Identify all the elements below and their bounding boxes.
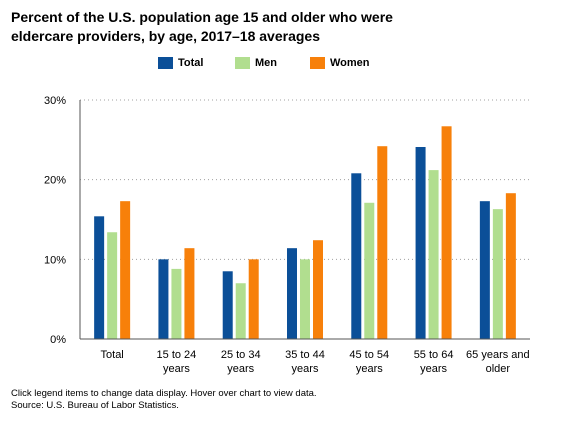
legend-swatch-total bbox=[158, 57, 173, 69]
bar[interactable]: Men: 16.3% bbox=[492, 209, 503, 339]
bar[interactable]: Women: 17.3% bbox=[120, 201, 131, 339]
bar[interactable]: Women: 10% bbox=[248, 259, 259, 339]
bar[interactable]: Men: 10% bbox=[300, 259, 310, 339]
bar[interactable]: Men: 8.8% bbox=[171, 268, 182, 339]
bar[interactable]: Women: 11.4% bbox=[184, 248, 195, 339]
bar[interactable]: Men: 13.4% bbox=[107, 232, 118, 339]
x-axis-labels: Total 15 to 24 years 25 to 34 years 35 to 44 y… bbox=[101, 349, 530, 375]
x-tick-label: 55 to 64 years bbox=[414, 349, 454, 375]
footnote-instructions: Click legend items to change data displa… bbox=[11, 388, 317, 399]
axes bbox=[79, 100, 530, 340]
x-tick-label: Total bbox=[101, 349, 124, 361]
x-tick-label: 15 to 24 years bbox=[157, 349, 197, 375]
bar[interactable]: Total: 10% bbox=[158, 259, 169, 339]
y-axis-ticks: 0% 10% 20% 30% bbox=[44, 95, 66, 346]
x-tick-label: 25 to 34 years bbox=[221, 349, 261, 375]
legend-swatch-men bbox=[235, 57, 250, 69]
legend-label-men: Men bbox=[255, 57, 277, 69]
x-tick-label: 45 to 54 years bbox=[349, 349, 389, 375]
y-tick-label: 30% bbox=[44, 95, 66, 107]
x-tick-label: 35 to 44 years bbox=[285, 349, 325, 375]
bar[interactable]: Men: 17.1% bbox=[364, 202, 375, 339]
legend-label-total: Total bbox=[178, 57, 204, 69]
x-tick-label: 65 years and older bbox=[466, 349, 530, 375]
y-tick-label: 0% bbox=[50, 334, 66, 346]
bar[interactable]: Men: 21.2% bbox=[428, 170, 439, 339]
gridlines bbox=[80, 99, 530, 260]
bar[interactable]: Women: 12.4% bbox=[313, 240, 323, 339]
legend-swatch-women bbox=[310, 57, 325, 69]
y-tick-label: 20% bbox=[44, 175, 66, 187]
legend-label-women: Women bbox=[330, 57, 370, 69]
bar[interactable]: Men: 7% bbox=[235, 283, 246, 339]
footnote-source: Source: U.S. Bureau of Labor Statistics. bbox=[11, 400, 179, 411]
bar[interactable]: Total: 24.1% bbox=[415, 147, 426, 339]
bar[interactable]: Total: 8.5% bbox=[222, 271, 233, 339]
bar[interactable]: Total: 11.4% bbox=[287, 248, 297, 339]
bar[interactable]: Total: 15.4% bbox=[94, 216, 105, 339]
bar[interactable]: Women: 24.2% bbox=[377, 146, 388, 339]
bar[interactable]: Total: 20.8% bbox=[351, 173, 362, 339]
bar[interactable]: Total: 17.3% bbox=[479, 201, 490, 339]
legend: Total Men Women bbox=[0, 56, 580, 72]
footnote: Click legend items to change data displa… bbox=[11, 388, 571, 412]
bar[interactable]: Women: 18.3% bbox=[505, 193, 516, 339]
bar[interactable]: Women: 26.7% bbox=[441, 126, 452, 339]
bars: Total: 15.4% Total: 10% Total: 8.5% Total: … bbox=[94, 126, 516, 339]
y-tick-label: 10% bbox=[44, 254, 66, 266]
chart-title: Percent of the U.S. population age 15 an… bbox=[11, 9, 393, 44]
